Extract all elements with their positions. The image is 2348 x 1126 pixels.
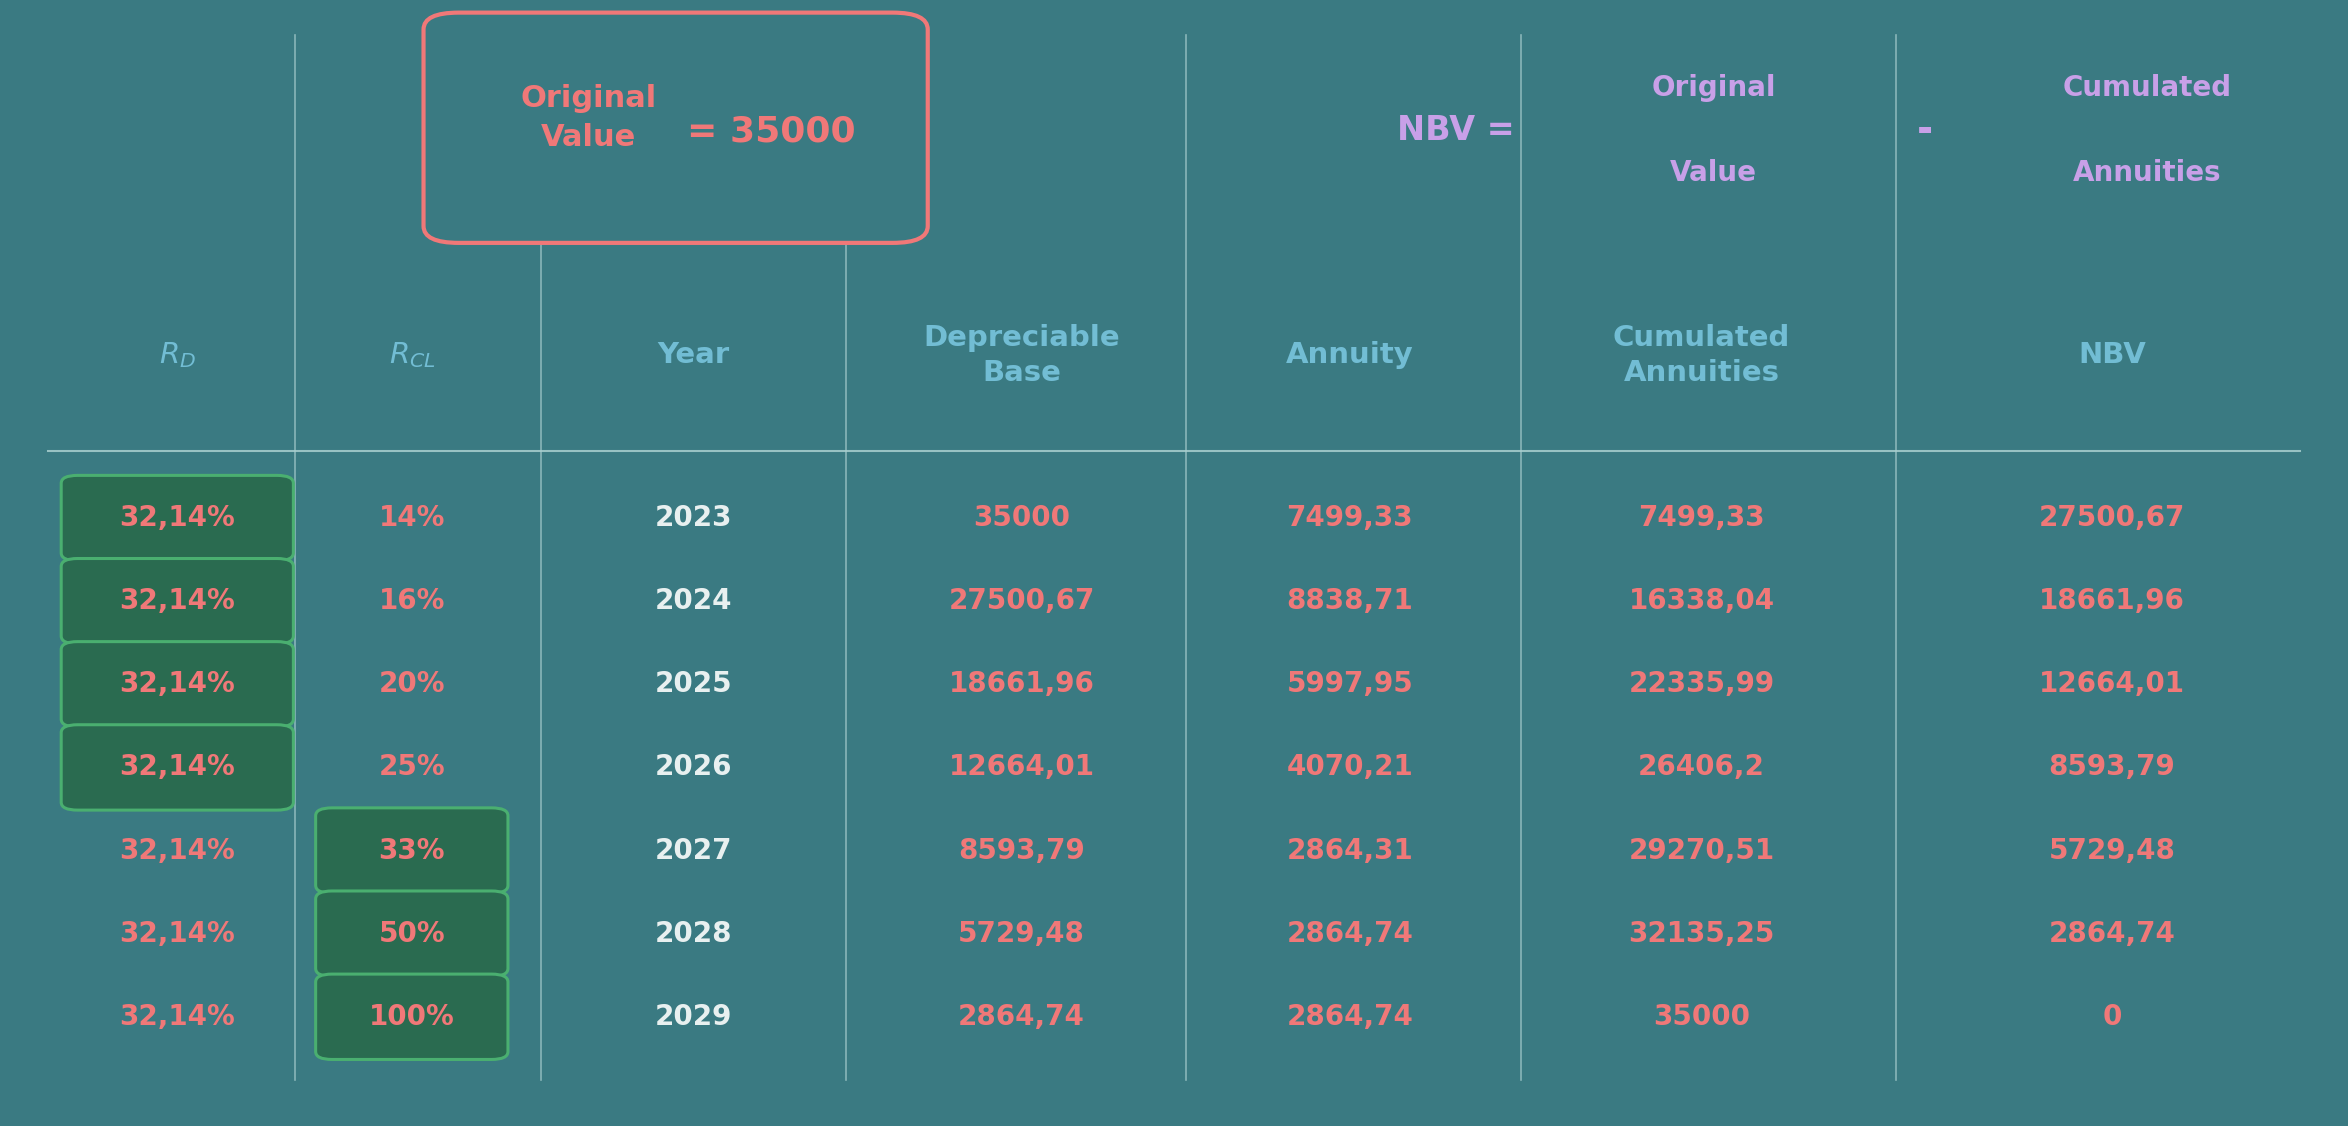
Text: Annuity: Annuity [1287, 341, 1413, 369]
Text: 33%: 33% [378, 837, 446, 865]
FancyBboxPatch shape [61, 642, 294, 727]
Text: 2025: 2025 [655, 670, 733, 698]
Text: Year: Year [657, 341, 730, 369]
Text: 32,14%: 32,14% [120, 587, 235, 615]
Text: Value: Value [1669, 159, 1756, 187]
FancyBboxPatch shape [315, 974, 507, 1060]
Text: 18661,96: 18661,96 [2038, 587, 2186, 615]
Text: -: - [1916, 111, 1932, 150]
Text: 32,14%: 32,14% [120, 1003, 235, 1030]
Text: 18661,96: 18661,96 [949, 670, 1094, 698]
Text: 5997,95: 5997,95 [1287, 670, 1413, 698]
Text: 12664,01: 12664,01 [2038, 670, 2186, 698]
Text: 8838,71: 8838,71 [1287, 587, 1413, 615]
Text: 8593,79: 8593,79 [958, 837, 1085, 865]
FancyBboxPatch shape [61, 558, 294, 644]
Text: 5729,48: 5729,48 [2050, 837, 2177, 865]
Text: 2027: 2027 [655, 837, 733, 865]
Text: 2028: 2028 [655, 920, 733, 948]
Text: Annuities: Annuities [2073, 159, 2221, 187]
Text: 32,14%: 32,14% [120, 670, 235, 698]
Text: 50%: 50% [378, 920, 446, 948]
Text: 16338,04: 16338,04 [1630, 587, 1775, 615]
Text: NBV: NBV [2078, 341, 2146, 369]
Text: Cumulated: Cumulated [2062, 74, 2233, 102]
Text: Depreciable
Base: Depreciable Base [923, 324, 1120, 386]
Text: 0: 0 [2101, 1003, 2123, 1030]
Text: 27500,67: 27500,67 [2038, 504, 2186, 533]
Text: $R_{CL}$: $R_{CL}$ [387, 340, 434, 370]
Text: 29270,51: 29270,51 [1630, 837, 1775, 865]
Text: Cumulated
Annuities: Cumulated Annuities [1613, 324, 1792, 386]
Text: 35000: 35000 [972, 504, 1071, 533]
Text: 16%: 16% [378, 587, 446, 615]
Text: 8593,79: 8593,79 [2050, 753, 2177, 781]
Text: 2864,31: 2864,31 [1287, 837, 1413, 865]
Text: = 35000: = 35000 [686, 115, 855, 149]
Text: 7499,33: 7499,33 [1287, 504, 1413, 533]
Text: 27500,67: 27500,67 [949, 587, 1094, 615]
Text: 32,14%: 32,14% [120, 753, 235, 781]
Text: 7499,33: 7499,33 [1639, 504, 1766, 533]
FancyBboxPatch shape [61, 475, 294, 561]
Text: 12664,01: 12664,01 [949, 753, 1094, 781]
Text: Original
Value: Original Value [521, 84, 657, 152]
Text: 32,14%: 32,14% [120, 504, 235, 533]
Text: 32,14%: 32,14% [120, 837, 235, 865]
Text: 2023: 2023 [655, 504, 733, 533]
Text: 2864,74: 2864,74 [2050, 920, 2177, 948]
Text: 2029: 2029 [655, 1003, 733, 1030]
Text: 35000: 35000 [1653, 1003, 1749, 1030]
FancyBboxPatch shape [423, 12, 927, 243]
FancyBboxPatch shape [315, 807, 507, 893]
Text: 14%: 14% [378, 504, 446, 533]
Text: Original: Original [1651, 74, 1775, 102]
Text: 25%: 25% [378, 753, 446, 781]
Text: 2864,74: 2864,74 [1287, 1003, 1413, 1030]
Text: 2864,74: 2864,74 [1287, 920, 1413, 948]
FancyBboxPatch shape [315, 891, 507, 976]
Text: 26406,2: 26406,2 [1639, 753, 1766, 781]
Text: 20%: 20% [378, 670, 446, 698]
Text: 5729,48: 5729,48 [958, 920, 1085, 948]
Text: 4070,21: 4070,21 [1287, 753, 1413, 781]
FancyBboxPatch shape [61, 725, 294, 810]
Text: NBV =: NBV = [1397, 114, 1514, 148]
Text: 100%: 100% [369, 1003, 456, 1030]
Text: 2024: 2024 [655, 587, 733, 615]
Text: 32135,25: 32135,25 [1630, 920, 1775, 948]
Text: 22335,99: 22335,99 [1630, 670, 1775, 698]
Text: $R_D$: $R_D$ [160, 340, 195, 370]
Text: 32,14%: 32,14% [120, 920, 235, 948]
Text: 2864,74: 2864,74 [958, 1003, 1085, 1030]
Text: 2026: 2026 [655, 753, 733, 781]
